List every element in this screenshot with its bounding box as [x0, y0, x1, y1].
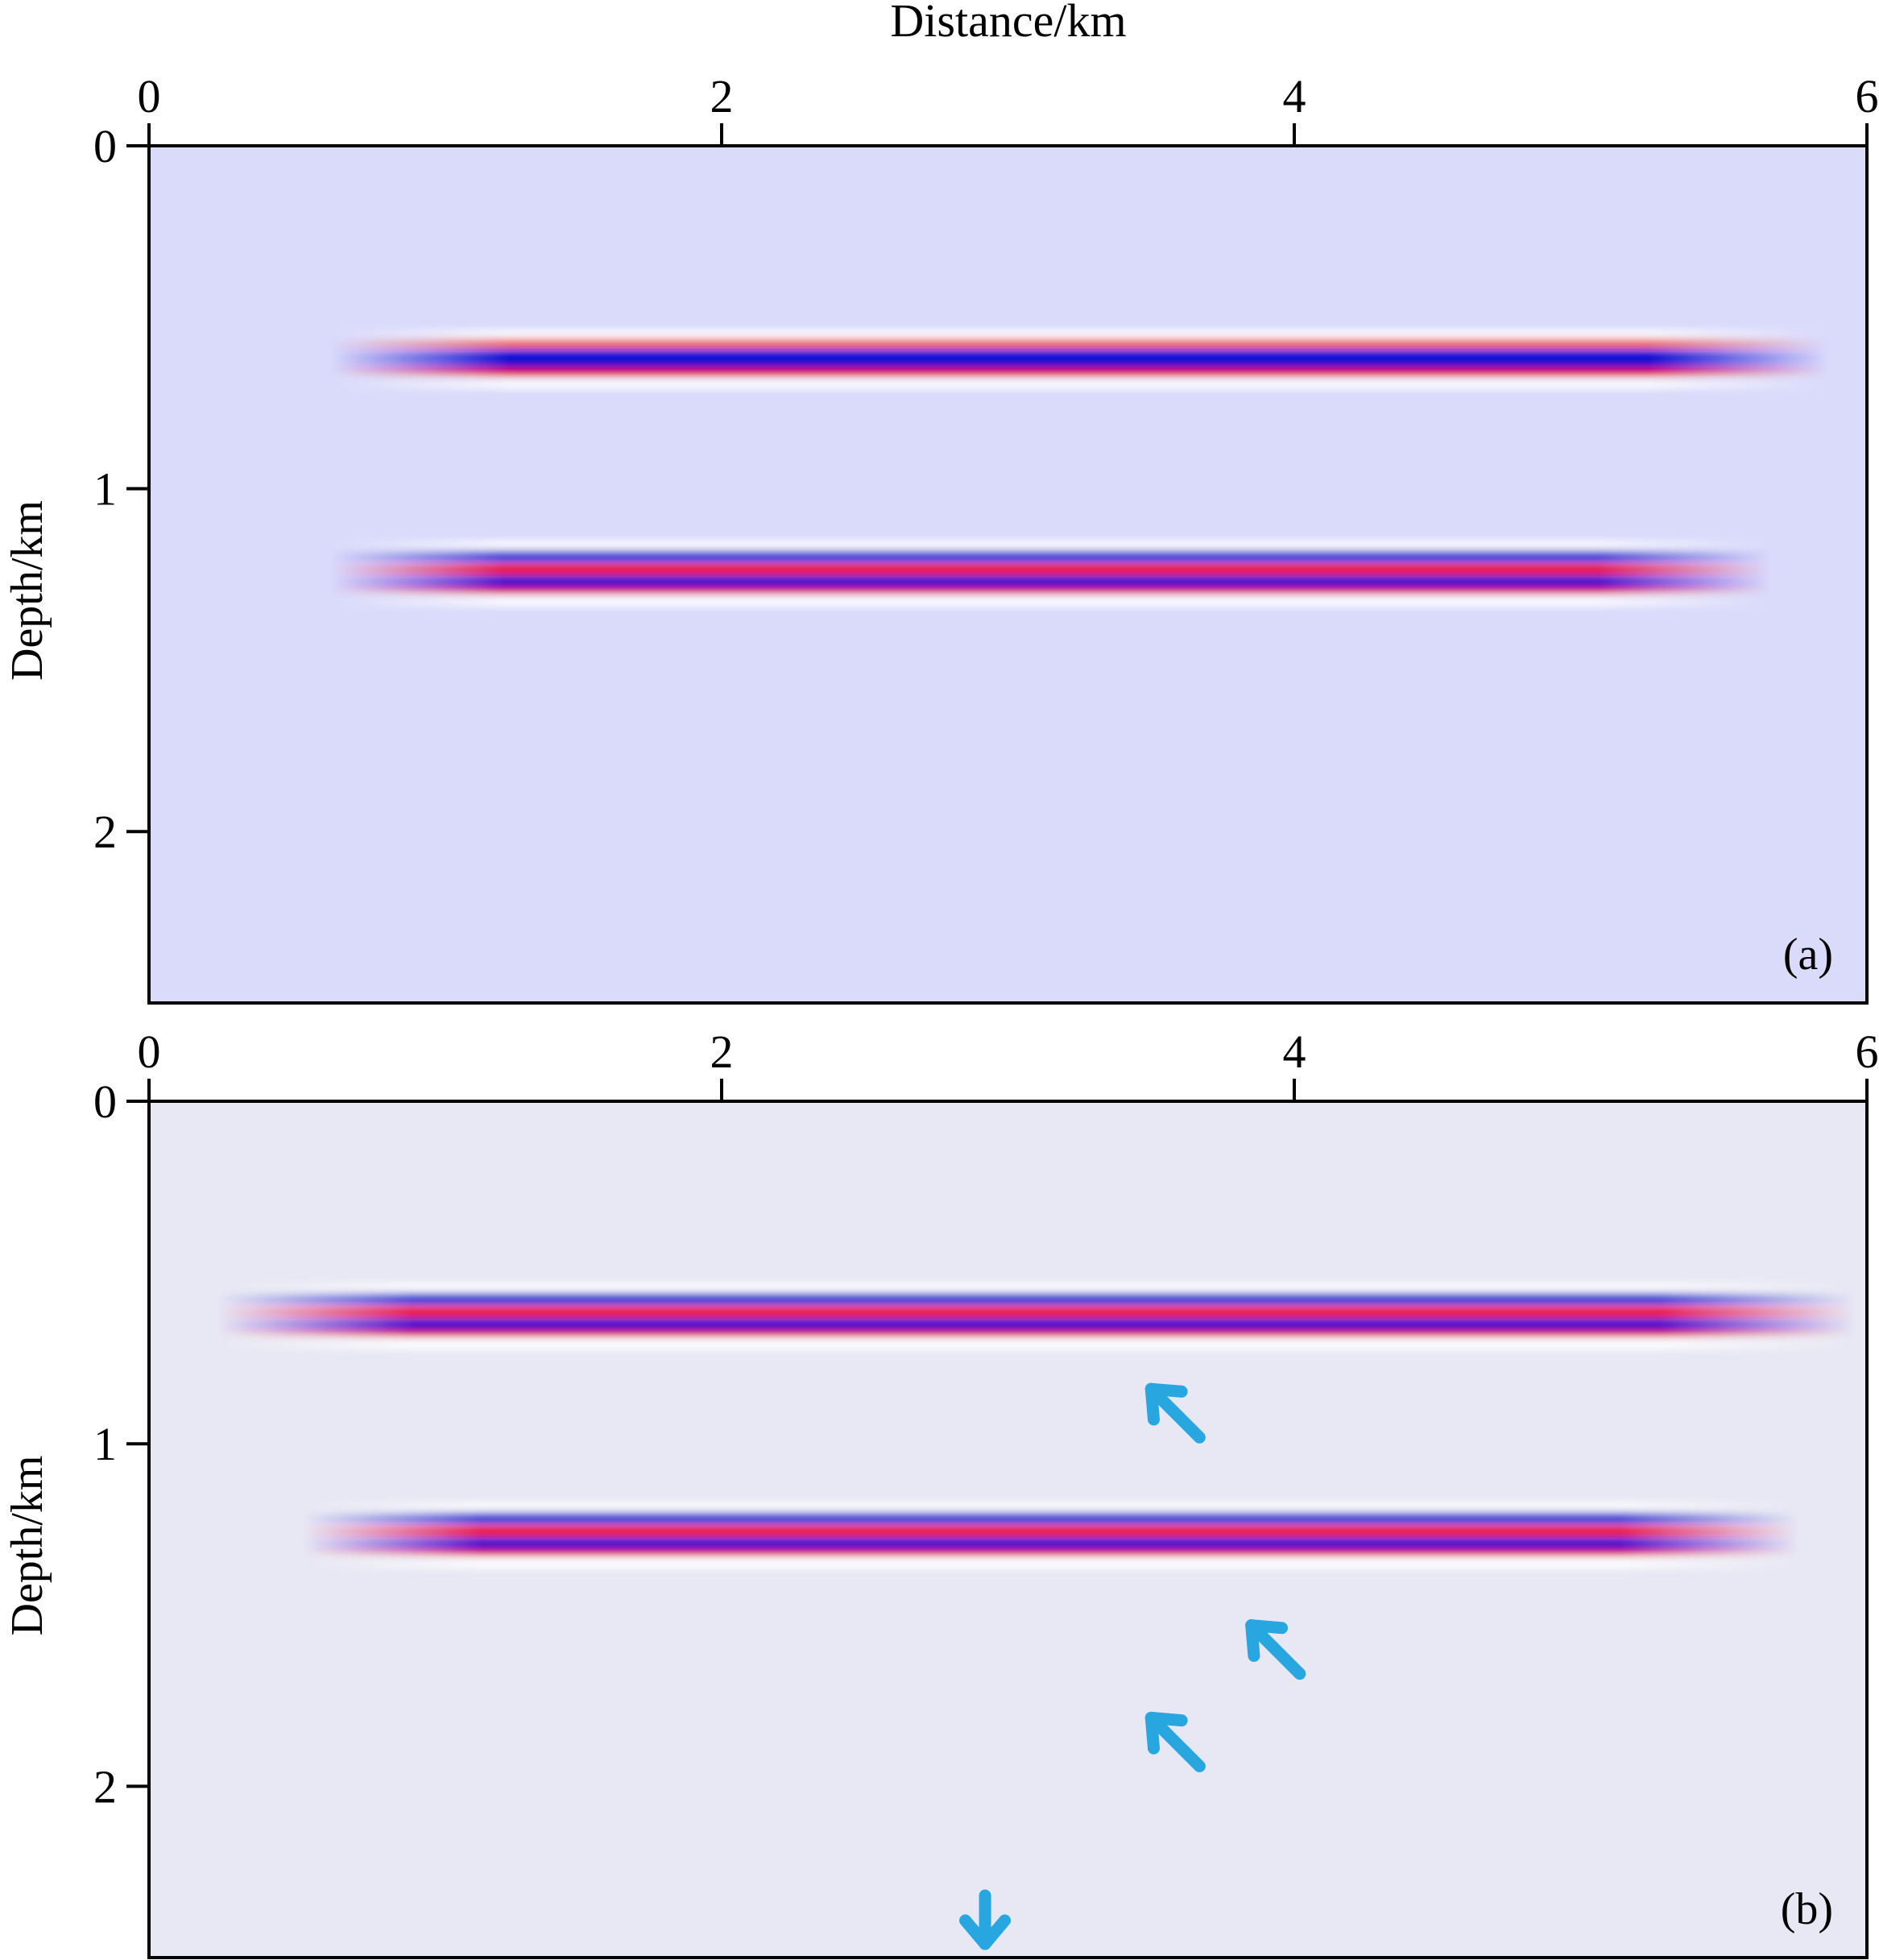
y-tick-label: 2 [93, 1760, 117, 1813]
panel-label: (a) [1783, 930, 1833, 980]
panel-a: 0 2 4 6 0 1 2 Depth/km (a) [2, 70, 1879, 1005]
panel-b: 0 2 4 6 0 1 2 Depth/km (b) [2, 1026, 1879, 1959]
x-tick-label: 2 [710, 1026, 734, 1078]
y-axis-title: Depth/km [2, 500, 52, 681]
x-tick-label: 2 [710, 70, 734, 122]
x-tick-label: 4 [1283, 70, 1306, 122]
reflector-2 [301, 1502, 1800, 1569]
x-tick-label: 0 [138, 70, 161, 122]
plot-frame [147, 1100, 1869, 1959]
x-tick-label: 6 [1856, 70, 1879, 122]
reflector-1 [330, 329, 1829, 389]
arrow-icon [1245, 1619, 1306, 1680]
y-tick-label: 2 [93, 806, 117, 858]
plot-area [216, 1282, 1857, 1950]
arrow-icon [1144, 1711, 1206, 1772]
arrow-icon [1144, 1382, 1206, 1444]
y-tick-label: 0 [93, 120, 117, 172]
y-axis-title: Depth/km [2, 1456, 52, 1636]
arrow-icon [959, 1889, 1012, 1950]
x-tick-label: 0 [138, 1026, 161, 1078]
y-tick-label: 1 [93, 1418, 117, 1470]
x-axis-title: Distance/km [890, 0, 1126, 47]
panel-label: (b) [1781, 1884, 1833, 1934]
plot-area [330, 329, 1829, 607]
plot-frame [147, 144, 1869, 1005]
reflector-2 [330, 541, 1772, 607]
x-tick-label: 4 [1283, 1026, 1306, 1078]
reflector-1 [216, 1282, 1857, 1349]
x-tick-label: 6 [1856, 1026, 1879, 1078]
y-tick-label: 0 [93, 1075, 117, 1128]
y-tick-label: 1 [93, 463, 117, 516]
